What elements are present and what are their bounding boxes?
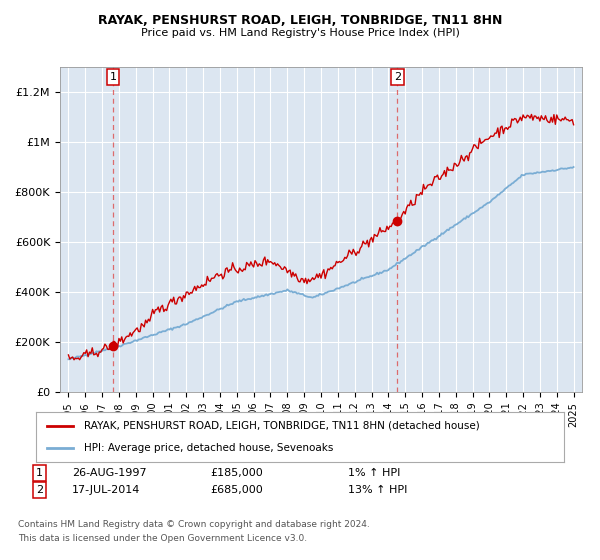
Text: 2: 2 [394, 72, 401, 82]
Text: £685,000: £685,000 [210, 485, 263, 495]
Text: 13% ↑ HPI: 13% ↑ HPI [348, 485, 407, 495]
Text: 1: 1 [36, 468, 43, 478]
Text: 26-AUG-1997: 26-AUG-1997 [72, 468, 146, 478]
Text: 17-JUL-2014: 17-JUL-2014 [72, 485, 140, 495]
Text: Price paid vs. HM Land Registry's House Price Index (HPI): Price paid vs. HM Land Registry's House … [140, 28, 460, 38]
Text: HPI: Average price, detached house, Sevenoaks: HPI: Average price, detached house, Seve… [83, 443, 333, 453]
Text: RAYAK, PENSHURST ROAD, LEIGH, TONBRIDGE, TN11 8HN: RAYAK, PENSHURST ROAD, LEIGH, TONBRIDGE,… [98, 14, 502, 27]
Text: £185,000: £185,000 [210, 468, 263, 478]
Text: RAYAK, PENSHURST ROAD, LEIGH, TONBRIDGE, TN11 8HN (detached house): RAYAK, PENSHURST ROAD, LEIGH, TONBRIDGE,… [83, 421, 479, 431]
Text: This data is licensed under the Open Government Licence v3.0.: This data is licensed under the Open Gov… [18, 534, 307, 543]
Text: 1% ↑ HPI: 1% ↑ HPI [348, 468, 400, 478]
Text: 1: 1 [110, 72, 116, 82]
Text: 2: 2 [36, 485, 43, 495]
Text: Contains HM Land Registry data © Crown copyright and database right 2024.: Contains HM Land Registry data © Crown c… [18, 520, 370, 529]
